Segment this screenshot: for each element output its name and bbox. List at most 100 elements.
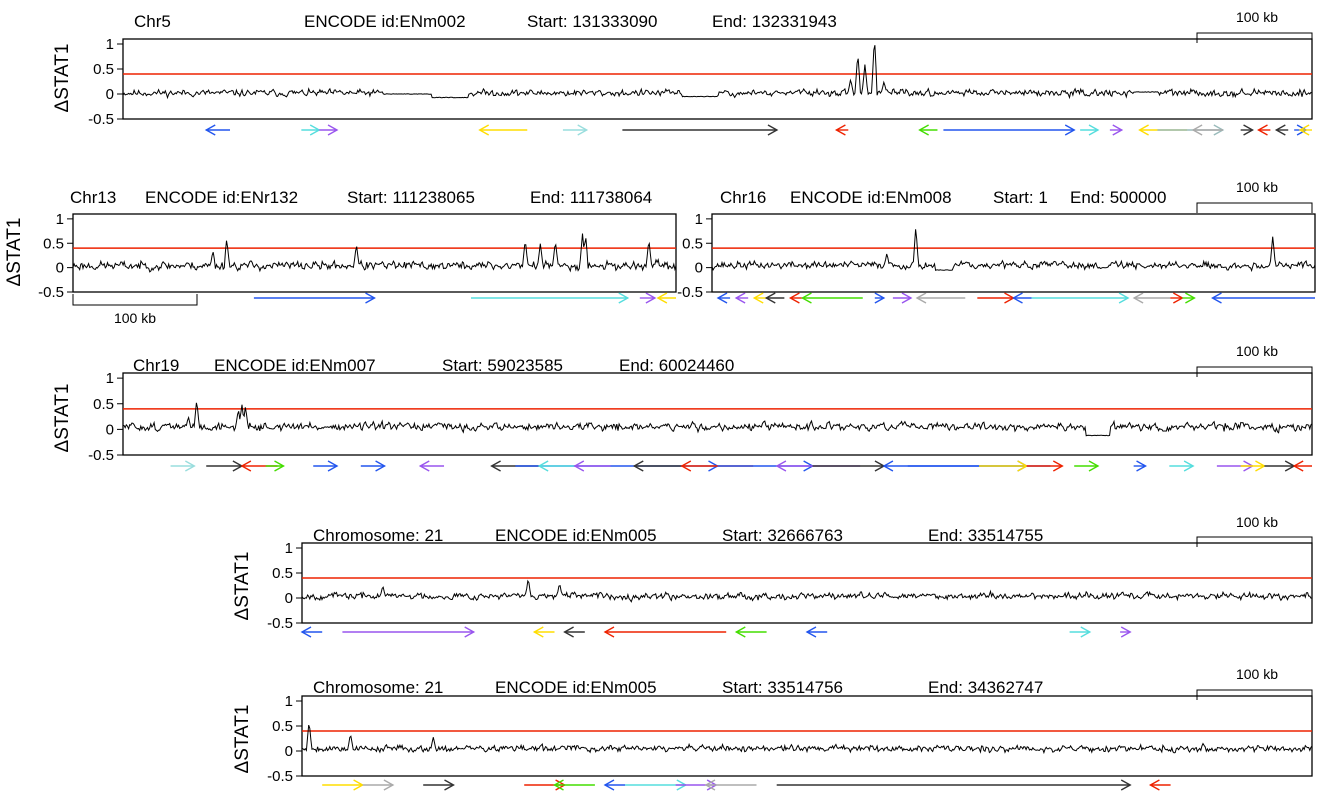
- start-label: Start: 32666763: [722, 526, 843, 545]
- signal-trace: [301, 724, 1313, 755]
- gene-arrowhead: [918, 124, 929, 136]
- gene-arrowhead: [752, 292, 764, 304]
- end-label: End: 132331943: [712, 12, 837, 31]
- gene-arrow: [656, 292, 676, 304]
- gene-arrowhead: [537, 460, 549, 472]
- gene-arrowhead: [805, 626, 817, 638]
- chromosome-label: Chr5: [134, 12, 171, 31]
- plot-frame: [301, 542, 1313, 624]
- gene-arrow: [977, 292, 1015, 304]
- gene-arrow: [170, 460, 196, 472]
- scale-bar: [1196, 689, 1313, 700]
- gene-arrowhead: [882, 460, 894, 472]
- gene-arrowhead: [1298, 124, 1310, 136]
- chr16-panel: Chr16 ENCODE id:ENm008 Start: 1 End: 500…: [677, 179, 1316, 304]
- gene-arrow: [562, 124, 589, 136]
- gene-arrowhead: [1211, 292, 1222, 304]
- y-tick-label: 1: [285, 693, 293, 710]
- gene-arrowhead: [632, 460, 644, 472]
- y-axis-label: ΔSTAT1: [4, 218, 25, 287]
- y-tick-label: 0.5: [93, 61, 114, 78]
- y-tick-label: 0: [106, 86, 114, 103]
- gene-arrow: [1074, 460, 1100, 472]
- gene-arrow: [788, 292, 803, 304]
- gene-arrowhead: [1183, 460, 1195, 472]
- gene-arrow: [1026, 460, 1064, 472]
- gene-arrow: [322, 779, 365, 791]
- gene-arrowhead: [444, 779, 455, 791]
- gene-arrow: [1031, 292, 1130, 304]
- plot-frame: [72, 213, 677, 293]
- y-tick-label: 0: [285, 743, 293, 760]
- gene-arrow: [1148, 779, 1171, 791]
- start-label: Start: 1: [993, 188, 1048, 207]
- gene-arrow: [265, 460, 285, 472]
- plot-frame: [122, 38, 1313, 120]
- gene-arrow: [1080, 124, 1100, 136]
- gene-arrowhead: [1132, 292, 1144, 304]
- chromosome-label: Chromosome: 21: [313, 678, 443, 697]
- y-tick-label: -0.5: [88, 111, 114, 128]
- gene-arrow: [734, 292, 749, 304]
- start-label: Start: 111238065: [347, 188, 475, 207]
- y-tick-label: -0.5: [267, 615, 293, 632]
- gene-arrowhead: [185, 460, 196, 472]
- gene-arrow: [801, 292, 863, 304]
- y-tick-label: 1: [106, 36, 114, 53]
- gene-arrowhead: [874, 292, 886, 304]
- gene-arrowhead: [418, 460, 430, 472]
- gene-arrow: [1257, 124, 1271, 136]
- gene-arrow: [1133, 460, 1147, 472]
- y-tick-label: 0: [285, 590, 293, 607]
- gene-arrow: [1274, 124, 1289, 136]
- gene-arrow: [1240, 124, 1254, 136]
- chr13-panel: Chr13 ENCODE id:ENr132 Start: 111238065 …: [4, 188, 677, 326]
- gene-arrow: [979, 460, 1029, 472]
- gene-arrowhead: [618, 292, 630, 304]
- gene-arrow: [632, 460, 682, 472]
- y-tick-label: 1: [285, 540, 293, 557]
- scale-bar: [1196, 32, 1313, 43]
- end-label: End: 60024460: [619, 356, 734, 375]
- scale-bar-label: 100 kb: [114, 310, 156, 326]
- gene-arrowhead: [563, 626, 574, 638]
- gene-arrowhead: [1138, 124, 1149, 136]
- gene-arrow: [1240, 460, 1266, 472]
- gene-arrowhead: [901, 292, 913, 304]
- gene-arrowhead: [327, 124, 339, 136]
- scale-bar: [1196, 536, 1313, 547]
- y-tick-label: 0.5: [93, 396, 114, 413]
- y-tick-label: 0: [106, 421, 114, 438]
- gene-arrowhead: [553, 779, 564, 791]
- signal-trace: [122, 45, 1313, 100]
- scale-bar-label: 100 kb: [1236, 179, 1278, 195]
- scale-bar-label: 100 kb: [1236, 514, 1278, 530]
- scale-bar-label: 100 kb: [1236, 9, 1278, 25]
- gene-arrowhead: [1064, 124, 1076, 136]
- gene-arrow: [1169, 460, 1195, 472]
- y-axis-label: ΔSTAT1: [232, 705, 253, 774]
- y-axis-label: ΔSTAT1: [52, 384, 73, 453]
- gene-arrowhead: [1112, 124, 1124, 136]
- gene-arrowhead: [1274, 124, 1286, 136]
- y-tick-label: 1: [106, 370, 114, 387]
- gene-arrowhead: [375, 460, 387, 472]
- gene-arrowhead: [1052, 460, 1064, 472]
- chromosome-label: Chromosome: 21: [313, 526, 443, 545]
- plot-frame: [711, 213, 1316, 293]
- chromosome-label: Chr19: [133, 356, 179, 375]
- gene-arrowhead: [716, 292, 728, 304]
- gene-arrowhead: [704, 779, 716, 791]
- gene-arrow: [716, 292, 731, 304]
- signal-trace: [301, 579, 1313, 603]
- gene-arrow: [1298, 124, 1312, 136]
- scale-bar: [1196, 202, 1313, 213]
- gene-arrow: [812, 460, 886, 472]
- encode-id-label: ENCODE id:ENr132: [145, 188, 298, 207]
- gene-arrow: [553, 779, 595, 791]
- gene-arrowhead: [1148, 779, 1160, 791]
- gene-arrow: [1182, 292, 1196, 304]
- gene-arrow: [301, 124, 321, 136]
- y-tick-label: 0: [56, 260, 64, 277]
- gene-arrow: [834, 124, 849, 136]
